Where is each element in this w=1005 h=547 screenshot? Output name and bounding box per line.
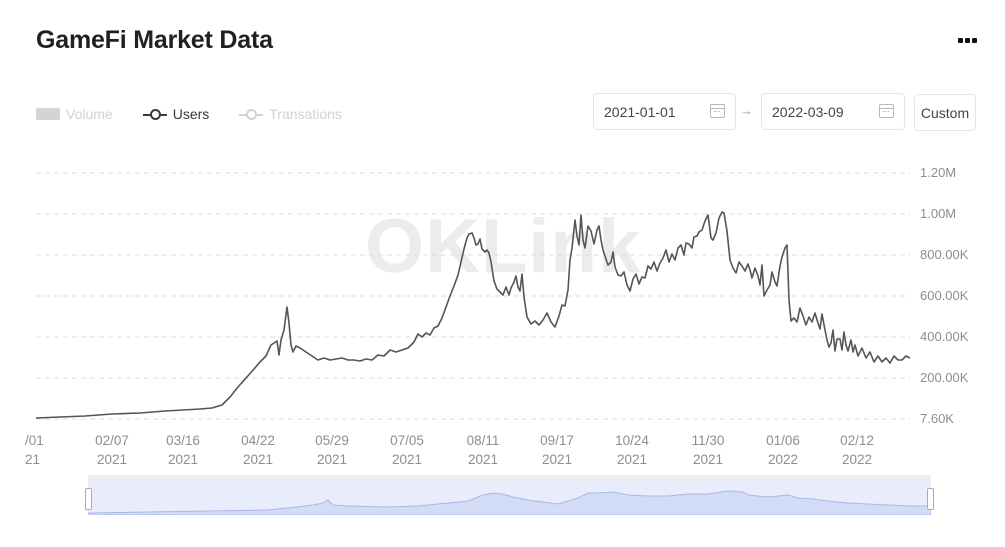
start-date-input[interactable]: 2021-01-01: [593, 93, 736, 130]
y-tick-label: 1.00M: [920, 206, 957, 221]
x-tick-year: 2022: [767, 452, 799, 467]
x-tick-label: 03/16 2021: [158, 431, 208, 469]
x-tick-year: 2022: [841, 452, 873, 467]
x-tick-year: 21: [25, 452, 41, 467]
x-tick-label: 09/17 2021: [532, 431, 582, 469]
x-tick-label: 05/29 2021: [307, 431, 357, 469]
x-tick-label: 10/24 2021: [607, 431, 657, 469]
y-tick-label: 1.20M: [920, 165, 957, 180]
x-tick-label: 07/05 2021: [382, 431, 432, 469]
x-tick-year: 2021: [541, 452, 573, 467]
x-tick-date: 03/16: [166, 433, 200, 448]
y-tick-label: 7.60K: [920, 411, 954, 426]
x-tick-date: 02/07: [95, 433, 129, 448]
legend-label: Volume: [66, 106, 113, 122]
data-zoom-preview: [87, 475, 932, 516]
legend-item-transations[interactable]: Transations: [239, 106, 342, 122]
x-tick-year: 2021: [242, 452, 274, 467]
calendar-icon[interactable]: [710, 104, 725, 118]
x-tick-label: 11/30 2021: [683, 431, 733, 469]
x-tick-year: 2021: [467, 452, 499, 467]
end-date-input[interactable]: 2022-03-09: [761, 93, 905, 130]
x-tick-date: /01: [25, 433, 44, 448]
x-tick-year: 2021: [616, 452, 648, 467]
start-date-value: 2021-01-01: [604, 103, 676, 120]
x-tick-year: 2021: [167, 452, 199, 467]
x-tick-date: 05/29: [315, 433, 349, 448]
x-tick-label: 02/12 2022: [832, 431, 882, 469]
x-tick-label: 08/11 2021: [458, 431, 508, 469]
x-tick-year: 2021: [96, 452, 128, 467]
bar-swatch-icon: [36, 108, 60, 120]
x-tick-date: 04/22: [241, 433, 275, 448]
line-dot-swatch-icon: [142, 108, 167, 120]
x-tick-label: 04/22 2021: [233, 431, 283, 469]
x-tick-year: 2021: [316, 452, 348, 467]
users-series-line[interactable]: [35, 211, 911, 419]
ellipsis-horizontal-icon: [972, 38, 977, 43]
x-tick-date: 07/05: [390, 433, 424, 448]
legend-item-volume[interactable]: Volume: [36, 106, 113, 122]
end-date-value: 2022-03-09: [772, 103, 844, 120]
chart-legend: Volume Users Transations: [36, 106, 372, 122]
x-tick-date: 01/06: [766, 433, 800, 448]
data-zoom-slider[interactable]: [85, 475, 934, 516]
arrow-right-icon: →: [740, 103, 753, 118]
x-tick-date: 09/17: [540, 433, 574, 448]
x-tick-label: 02/07 2021: [87, 431, 137, 469]
x-tick-date: 08/11: [466, 433, 500, 448]
legend-label: Users: [172, 106, 210, 122]
slider-handle-icon[interactable]: [85, 488, 92, 510]
calendar-icon[interactable]: [879, 104, 894, 118]
x-tick-date: 10/24: [615, 433, 649, 448]
page-title: GameFi Market Data: [36, 26, 273, 54]
ellipsis-horizontal-icon: [958, 38, 963, 43]
more-options-button[interactable]: [957, 34, 979, 44]
legend-label: Transations: [269, 106, 342, 122]
x-tick-date: 02/12: [840, 433, 874, 448]
x-tick-label: 01/06 2022: [758, 431, 808, 469]
line-dot-swatch-icon: [239, 108, 264, 120]
x-tick-year: 2021: [692, 452, 724, 467]
legend-item-users[interactable]: Users: [142, 106, 210, 122]
y-tick-label: 200.00K: [920, 370, 969, 385]
y-tick-label: 400.00K: [920, 329, 969, 344]
grid-lines: [36, 172, 910, 420]
y-tick-label: 600.00K: [920, 288, 969, 303]
x-tick-year: 2021: [391, 452, 423, 467]
x-tick-label: /01 21: [25, 431, 55, 469]
ellipsis-horizontal-icon: [965, 38, 970, 43]
y-tick-label: 800.00K: [920, 247, 969, 262]
custom-range-button[interactable]: Custom: [914, 94, 976, 131]
slider-handle-icon[interactable]: [927, 488, 934, 510]
x-tick-date: 11/30: [691, 433, 725, 448]
watermark-logo: OKLink: [365, 204, 642, 289]
